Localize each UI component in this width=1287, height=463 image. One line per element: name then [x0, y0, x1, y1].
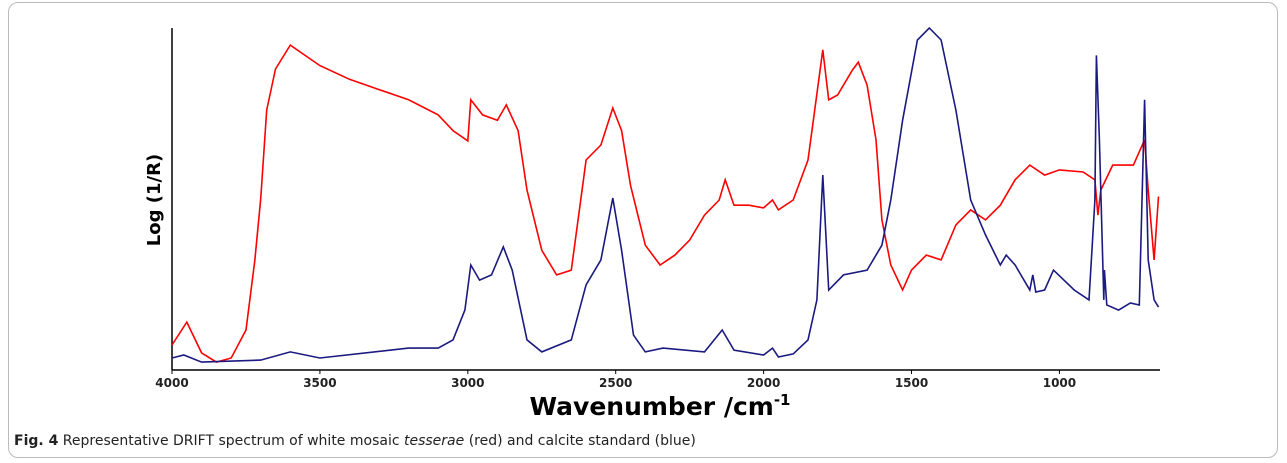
spectrum-line	[171, 26, 1160, 363]
caption-text: Representative DRIFT spectrum of white m…	[58, 433, 404, 449]
caption: Fig. 4 Representative DRIFT spectrum of …	[14, 433, 696, 449]
x-axis-label: Wavenumber /cm-1	[529, 391, 790, 421]
x-tick-label: 1500	[895, 376, 928, 390]
x-tick-label: 3000	[451, 376, 484, 390]
x-axis-label-text: Wavenumber /cm	[529, 392, 773, 421]
x-tick-label: 4000	[155, 376, 188, 390]
figure-frame	[8, 2, 1278, 458]
x-tick-label: 3500	[303, 376, 336, 390]
caption-text: (red) and calcite standard (blue)	[464, 433, 696, 449]
x-tick-label: 2500	[599, 376, 632, 390]
x-tick-label: 2000	[747, 376, 780, 390]
caption-italic: tesserae	[404, 433, 464, 449]
spectrum-line	[171, 43, 1160, 363]
y-axis-label: Log (1/R)	[144, 154, 165, 246]
caption-label: Fig. 4	[14, 433, 59, 449]
x-tick-label: 1000	[1043, 376, 1076, 390]
x-axis-label-sup: -1	[774, 391, 791, 409]
